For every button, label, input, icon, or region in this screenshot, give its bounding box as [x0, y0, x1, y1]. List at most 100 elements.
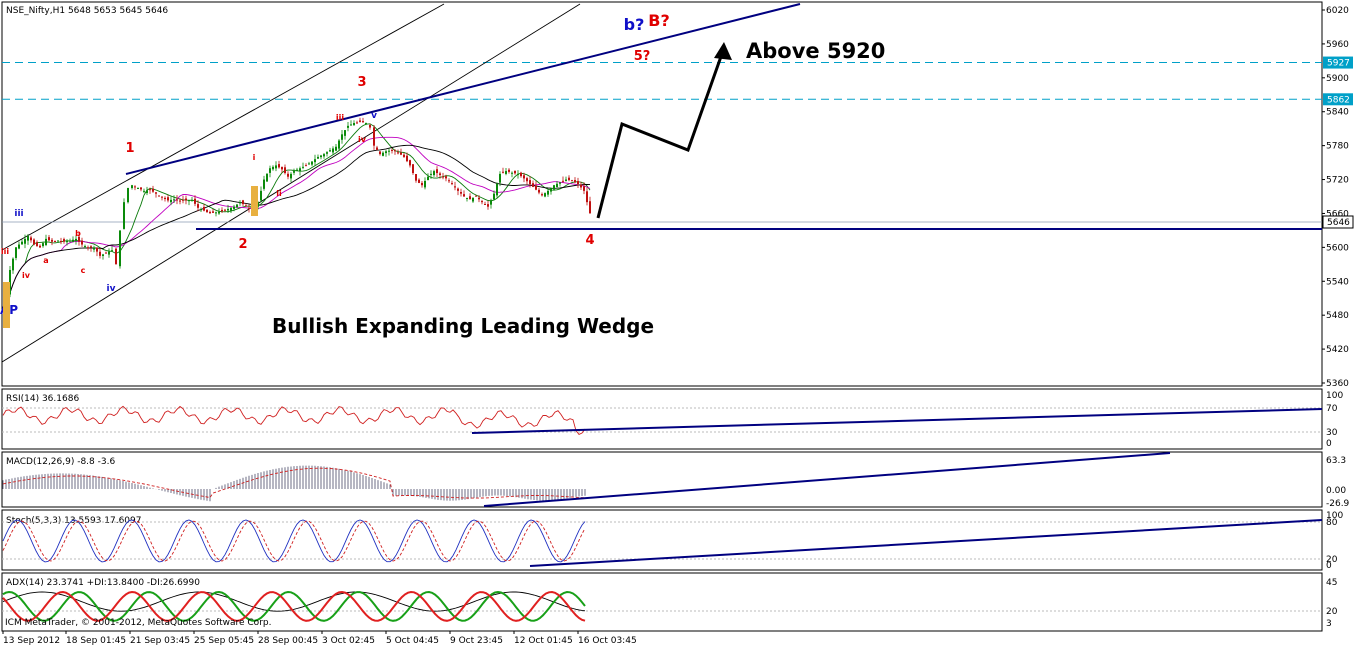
candle-body — [108, 251, 110, 255]
symbol-header: NSE_Nifty,H1 5648 5653 5645 5646 — [6, 6, 168, 16]
candle-body — [102, 254, 104, 256]
candle-body — [111, 250, 113, 252]
candle-body — [427, 176, 429, 181]
candle-body — [409, 160, 411, 166]
candle-body — [137, 188, 139, 190]
candle-body — [424, 180, 426, 188]
indicator-tick-label: 0.00 — [1326, 486, 1346, 496]
copyright-text: ICM MetaTrader, © 2001-2012, MetaQuotes … — [5, 618, 271, 628]
candle-body — [359, 120, 361, 122]
wave-label: B? — [648, 11, 669, 30]
candle-body — [517, 173, 519, 175]
macd-trendline — [483, 452, 1171, 507]
subwave-label: iv — [22, 271, 31, 280]
candle-body — [487, 204, 489, 207]
candle-body — [272, 166, 274, 170]
candle-body — [418, 179, 420, 183]
level-label: 5862 — [1327, 95, 1350, 105]
candle-body — [293, 171, 295, 173]
candle-body — [338, 140, 340, 149]
wave-label: 3 — [357, 75, 366, 90]
rsi-trendline — [471, 408, 1323, 434]
candle-body — [33, 239, 35, 245]
time-tick-label: 13 Sep 2012 — [3, 636, 60, 646]
candle-body — [54, 241, 56, 243]
candle-body — [287, 173, 289, 177]
candle-body — [526, 178, 528, 182]
candle-body — [42, 243, 44, 247]
adx-y-axis: 45 20 3 — [1326, 578, 1338, 629]
subwave-label: iv — [358, 135, 367, 144]
candle-body — [30, 237, 32, 241]
candle-body — [179, 200, 181, 202]
candle-body — [496, 183, 498, 196]
candle-body — [538, 189, 540, 193]
candle-body — [388, 150, 390, 152]
candle-body — [105, 252, 107, 254]
candle-body — [323, 154, 325, 157]
candle-body — [502, 171, 504, 173]
wave-label-blue: b? — [624, 15, 645, 34]
candle-body — [436, 169, 438, 174]
candle-body — [362, 121, 364, 123]
time-tick-label: 9 Oct 23:45 — [450, 636, 503, 646]
candle-body — [523, 175, 525, 179]
candle-body — [275, 165, 277, 169]
indicator-tick-label: 100 — [1326, 391, 1343, 401]
subwave-label: iii — [1, 247, 9, 256]
candle-body — [48, 237, 50, 241]
candle-body — [305, 165, 307, 167]
subwave-label: iii — [336, 113, 344, 122]
candle-body — [24, 238, 26, 244]
candle-body — [206, 209, 208, 213]
candle-body — [586, 191, 588, 203]
candle-body — [589, 201, 591, 214]
stoch-signal-series — [2, 520, 586, 562]
candle-body — [176, 199, 178, 201]
candle-body — [164, 197, 166, 200]
time-x-axis: 13 Sep 2012 18 Sep 01:45 21 Sep 03:45 25 Se… — [2, 631, 637, 646]
candle-body — [365, 123, 367, 125]
candle-body — [397, 152, 399, 154]
candle-body — [511, 172, 513, 174]
candle-body — [155, 192, 157, 194]
wave-label: 1 — [125, 141, 134, 156]
macd-y-axis: 63.3 0.00 -26.9 — [1326, 456, 1350, 509]
candle-body — [173, 199, 175, 201]
candle-body — [391, 149, 393, 151]
level-label: 5646 — [1327, 218, 1350, 228]
candle-body — [84, 245, 86, 247]
time-tick-label: 25 Sep 05:45 — [194, 636, 254, 646]
time-tick-label: 16 Oct 03:45 — [578, 636, 637, 646]
candle-body — [499, 173, 501, 183]
candle-body — [382, 152, 384, 156]
level-badge — [1323, 93, 1353, 106]
candle-body — [224, 209, 226, 211]
candle-body — [152, 188, 154, 192]
candle-body — [481, 201, 483, 203]
time-tick-label: 21 Sep 03:45 — [130, 636, 190, 646]
price-tick-label: 5540 — [1326, 277, 1349, 287]
candle-body — [508, 169, 510, 172]
candle-body — [115, 248, 117, 265]
rsi-series — [2, 405, 586, 435]
price-tick-label: 5840 — [1326, 108, 1349, 118]
candle-body — [317, 156, 319, 159]
candle-body — [245, 205, 247, 207]
candle-body — [454, 186, 456, 188]
candle-body — [170, 199, 172, 203]
wedge-upper-line — [125, 3, 801, 175]
price-y-axis: 6020 5960 5900 5840 5780 5720 5660 5600 5540 5480… — [1322, 6, 1349, 389]
candle-body — [218, 211, 220, 214]
candle-body — [278, 164, 280, 168]
subwave-label: ii — [276, 189, 282, 198]
candle-body — [158, 195, 160, 197]
candles — [3, 117, 591, 319]
candle-body — [60, 240, 62, 242]
macd-histogram — [2, 465, 586, 502]
projection-arrow — [596, 42, 732, 219]
wave-label: 2 — [238, 237, 247, 252]
candle-body — [281, 167, 283, 170]
candle-body — [21, 241, 23, 245]
stoch-panel — [1, 509, 1323, 571]
